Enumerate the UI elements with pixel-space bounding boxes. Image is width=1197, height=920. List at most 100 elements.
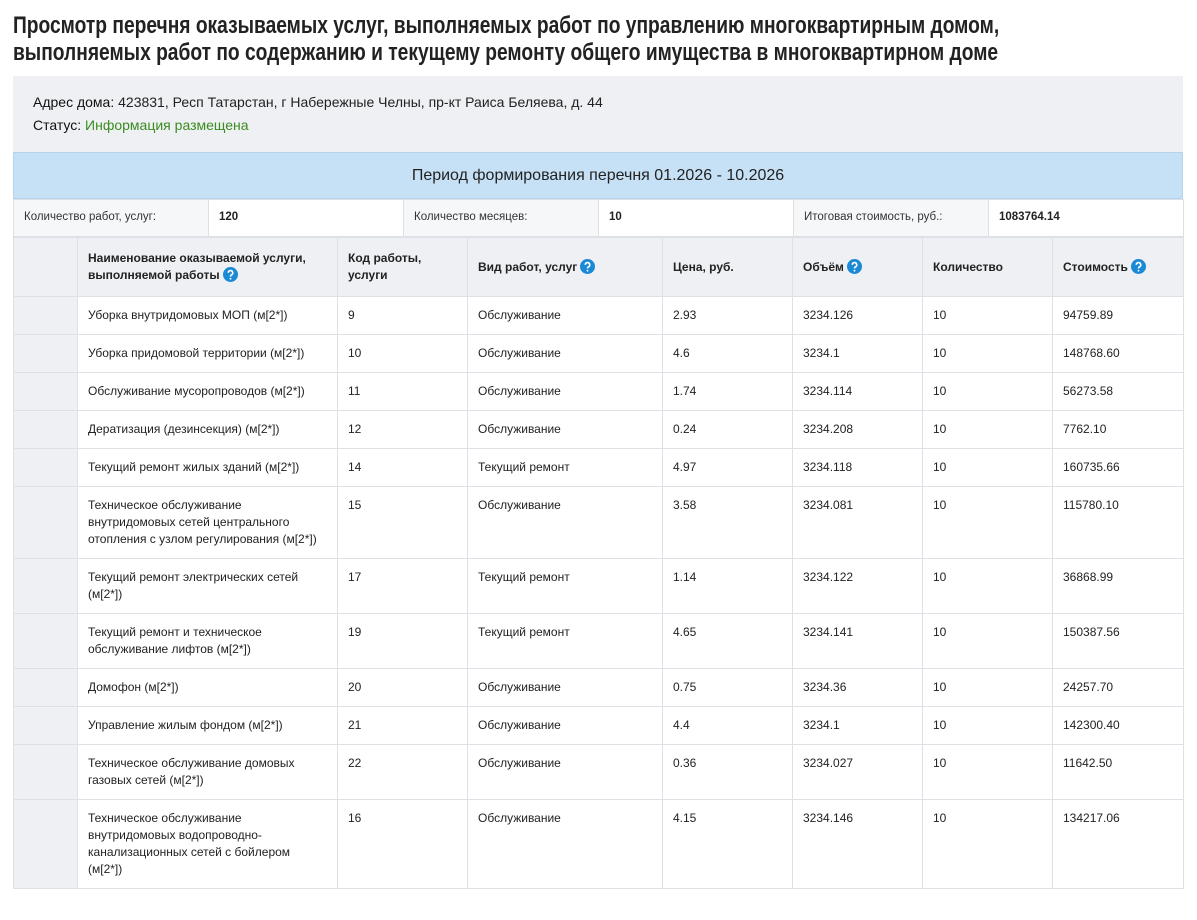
summary-row: Количество работ, услуг: 120 Количество ме… [13, 199, 1184, 237]
summary-table: Количество работ, услуг: 120 Количество ме… [13, 199, 1184, 237]
cost: 134217.06 [1052, 799, 1184, 889]
work-type: Текущий ремонт [467, 448, 663, 487]
list-panel: Период формирования перечня 01.2026 - 10… [13, 152, 1184, 889]
row-spacer [13, 334, 78, 373]
volume: 3234.126 [792, 296, 923, 335]
price: 4.97 [662, 448, 793, 487]
page-title: Просмотр перечня оказываемых услуг, выпо… [13, 12, 1000, 66]
row-spacer [13, 744, 78, 800]
header-empty [13, 237, 78, 297]
address-label: Адрес дома: [33, 94, 115, 110]
service-name: Домофон (м[2*]) [77, 668, 338, 707]
quantity: 10 [922, 410, 1053, 449]
table-body: Уборка внутридомовых МОП (м[2*]) 9 Обслужи… [13, 296, 1184, 889]
table-head: Наименование оказываемой услуги, выполня… [13, 237, 1184, 297]
table-row: Уборка придомовой территории (м[2*]) 10 Об… [13, 334, 1184, 373]
row-spacer [13, 799, 78, 889]
header-cell: Стоимость [1052, 237, 1184, 297]
header-cell: Наименование оказываемой услуги, выполня… [77, 237, 338, 297]
price: 0.24 [662, 410, 793, 449]
volume: 3234.114 [792, 372, 923, 411]
service-name: Техническое обслуживание внутридомовых в… [77, 799, 338, 889]
cost: 56273.58 [1052, 372, 1184, 411]
price: 2.93 [662, 296, 793, 335]
work-code: 15 [337, 486, 468, 559]
cost: 115780.10 [1052, 486, 1184, 559]
quantity: 10 [922, 613, 1053, 669]
price: 4.15 [662, 799, 793, 889]
header-cell: Объём [792, 237, 923, 297]
quantity: 10 [922, 558, 1053, 614]
price: 0.36 [662, 744, 793, 800]
volume: 3234.027 [792, 744, 923, 800]
row-spacer [13, 706, 78, 745]
volume: 3234.208 [792, 410, 923, 449]
row-spacer [13, 558, 78, 614]
address-line: Адрес дома: 423831, Респ Татарстан, г На… [33, 94, 603, 110]
work-type: Обслуживание [467, 668, 663, 707]
price: 4.65 [662, 613, 793, 669]
service-name: Дератизация (дезинсекция) (м[2*]) [77, 410, 338, 449]
table-row: Дератизация (дезинсекция) (м[2*]) 12 Обслу… [13, 410, 1184, 449]
header-row: Наименование оказываемой услуги, выполня… [13, 237, 1184, 297]
work-code: 14 [337, 448, 468, 487]
summary-label: Количество работ, услуг: [13, 199, 209, 237]
help-icon[interactable] [222, 267, 238, 282]
table-row: Текущий ремонт и техническое обслуживани… [13, 613, 1184, 669]
work-code: 12 [337, 410, 468, 449]
help-icon[interactable] [1130, 258, 1146, 274]
header-cell: Количество [922, 237, 1053, 297]
help-icon[interactable] [580, 258, 596, 274]
volume: 3234.081 [792, 486, 923, 559]
row-spacer [13, 668, 78, 707]
service-name: Обслуживание мусоропроводов (м[2*]) [77, 372, 338, 411]
header-cell: Цена, руб. [662, 237, 793, 297]
services-table: Наименование оказываемой услуги, выполня… [13, 237, 1184, 889]
quantity: 10 [922, 744, 1053, 800]
row-spacer [13, 613, 78, 669]
work-code: 22 [337, 744, 468, 800]
quantity: 10 [922, 706, 1053, 745]
quantity: 10 [922, 372, 1053, 411]
header-cell: Вид работ, услуг [467, 237, 663, 297]
header-text: Цена, руб. [673, 259, 734, 274]
work-type: Обслуживание [467, 744, 663, 800]
quantity: 10 [922, 448, 1053, 487]
row-spacer [13, 372, 78, 411]
header-cell: Код работы, услуги [337, 237, 468, 297]
header-text: Код работы, услуги [348, 251, 422, 282]
price: 4.6 [662, 334, 793, 373]
service-name: Уборка внутридомовых МОП (м[2*]) [77, 296, 338, 335]
service-name: Текущий ремонт жилых зданий (м[2*]) [77, 448, 338, 487]
table-row: Техническое обслуживание внутридомовых в… [13, 799, 1184, 889]
price: 0.75 [662, 668, 793, 707]
price: 1.14 [662, 558, 793, 614]
volume: 3234.122 [792, 558, 923, 614]
status-label: Статус: [33, 117, 82, 133]
work-type: Обслуживание [467, 486, 663, 559]
table-row: Техническое обслуживание домовых газовых… [13, 744, 1184, 800]
quantity: 10 [922, 799, 1053, 889]
work-code: 17 [337, 558, 468, 614]
cost: 36868.99 [1052, 558, 1184, 614]
cost: 24257.70 [1052, 668, 1184, 707]
table-row: Техническое обслуживание внутридомовых с… [13, 486, 1184, 559]
info-box: Адрес дома: 423831, Респ Татарстан, г На… [13, 76, 1183, 152]
service-name: Текущий ремонт электрических сетей (м[2*… [77, 558, 338, 614]
summary-value: 1083764.14 [988, 199, 1184, 237]
quantity: 10 [922, 334, 1053, 373]
work-type: Обслуживание [467, 410, 663, 449]
header-text: Объём [803, 259, 844, 274]
status: Информация размещена [85, 117, 249, 133]
table-row: Обслуживание мусоропроводов (м[2*]) 11 Обс… [13, 372, 1184, 411]
work-type: Текущий ремонт [467, 558, 663, 614]
volume: 3234.146 [792, 799, 923, 889]
summary-value: 10 [598, 199, 794, 237]
work-code: 16 [337, 799, 468, 889]
help-icon[interactable] [846, 258, 862, 274]
table-row: Управление жилым фондом (м[2*]) 21 Обслужи… [13, 706, 1184, 745]
price: 1.74 [662, 372, 793, 411]
table-row: Уборка внутридомовых МОП (м[2*]) 9 Обслужи… [13, 296, 1184, 335]
cost: 150387.56 [1052, 613, 1184, 669]
